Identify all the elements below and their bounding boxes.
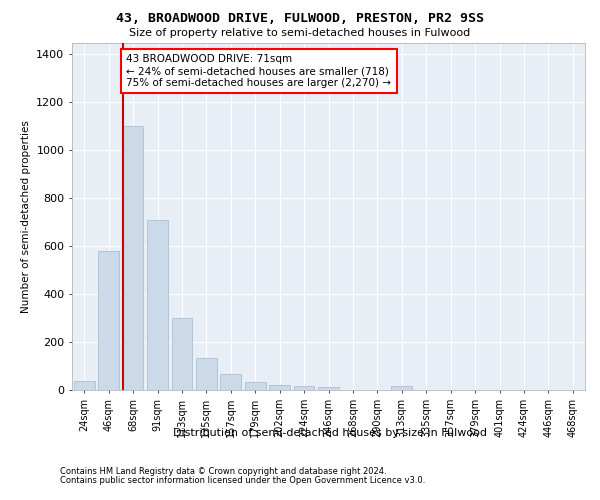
Bar <box>74 381 95 390</box>
Bar <box>122 126 143 390</box>
Bar <box>196 358 217 390</box>
Bar <box>269 385 290 390</box>
Text: 43, BROADWOOD DRIVE, FULWOOD, PRESTON, PR2 9SS: 43, BROADWOOD DRIVE, FULWOOD, PRESTON, P… <box>116 12 484 26</box>
Text: Contains HM Land Registry data © Crown copyright and database right 2024.: Contains HM Land Registry data © Crown c… <box>60 467 386 476</box>
Text: Size of property relative to semi-detached houses in Fulwood: Size of property relative to semi-detach… <box>130 28 470 38</box>
Bar <box>172 318 193 390</box>
Text: 43 BROADWOOD DRIVE: 71sqm
← 24% of semi-detached houses are smaller (718)
75% of: 43 BROADWOOD DRIVE: 71sqm ← 24% of semi-… <box>127 54 391 88</box>
Bar <box>245 382 266 390</box>
Bar <box>220 374 241 390</box>
Y-axis label: Number of semi-detached properties: Number of semi-detached properties <box>20 120 31 312</box>
Bar <box>391 386 412 390</box>
Text: Distribution of semi-detached houses by size in Fulwood: Distribution of semi-detached houses by … <box>173 428 487 438</box>
Bar <box>318 387 339 390</box>
Text: Contains public sector information licensed under the Open Government Licence v3: Contains public sector information licen… <box>60 476 425 485</box>
Bar <box>293 386 314 390</box>
Bar <box>147 220 168 390</box>
Bar <box>98 252 119 390</box>
